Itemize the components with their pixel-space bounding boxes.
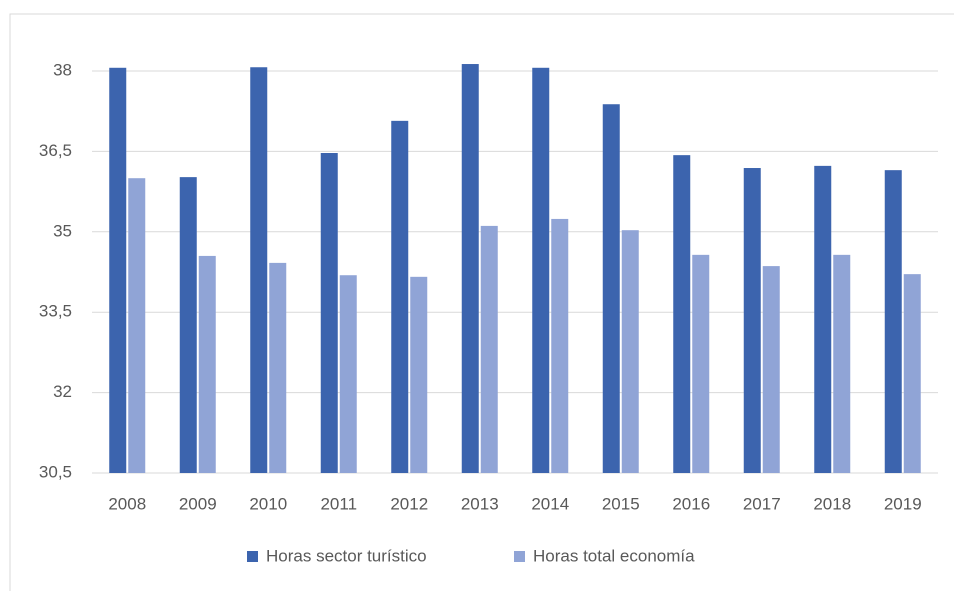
y-tick-label: 35 <box>53 221 72 240</box>
bar <box>903 274 921 473</box>
y-tick-label: 32 <box>53 382 72 401</box>
bar <box>250 67 268 474</box>
bar <box>269 262 287 473</box>
bar <box>743 168 761 474</box>
bar <box>128 178 146 473</box>
legend-label: Horas sector turístico <box>266 546 427 565</box>
bar <box>602 104 620 474</box>
legend-swatch <box>247 551 258 562</box>
x-tick-label: 2014 <box>531 494 569 513</box>
chart-border <box>9 13 954 591</box>
bar <box>621 230 639 473</box>
x-tick-label: 2018 <box>813 494 851 513</box>
bar <box>179 177 197 474</box>
bar <box>480 225 498 473</box>
y-tick-label: 36,5 <box>39 141 72 160</box>
bar <box>532 67 550 473</box>
x-tick-label: 2008 <box>108 494 146 513</box>
x-tick-label: 2012 <box>390 494 428 513</box>
legend-label: Horas total economía <box>533 546 695 565</box>
y-tick-label: 30,5 <box>39 462 72 481</box>
x-tick-label: 2015 <box>602 494 640 513</box>
legend-swatch <box>514 551 525 562</box>
bar <box>461 64 479 474</box>
x-tick-label: 2019 <box>884 494 922 513</box>
bar <box>320 153 338 473</box>
bar <box>391 120 409 474</box>
bar <box>109 67 127 473</box>
x-tick-label: 2009 <box>179 494 217 513</box>
bar <box>198 255 216 473</box>
x-tick-label: 2013 <box>461 494 499 513</box>
bar <box>814 165 832 473</box>
bar <box>673 155 691 474</box>
bar <box>884 170 902 473</box>
y-tick-label: 33,5 <box>39 302 72 321</box>
bar <box>339 275 357 473</box>
x-tick-label: 2016 <box>672 494 710 513</box>
bar <box>762 266 780 473</box>
bar <box>551 218 569 473</box>
bar <box>410 276 428 473</box>
bar <box>833 254 851 473</box>
x-tick-label: 2011 <box>320 494 357 513</box>
y-tick-label: 38 <box>53 60 72 79</box>
x-tick-label: 2017 <box>743 494 781 513</box>
x-tick-label: 2010 <box>249 494 287 513</box>
bar <box>692 254 710 473</box>
